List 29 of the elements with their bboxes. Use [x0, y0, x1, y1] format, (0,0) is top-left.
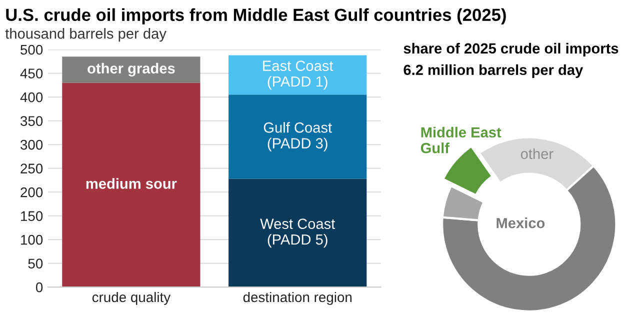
- chart-subtitle: 6.2 million barrels per day: [404, 64, 584, 78]
- slice-label: other: [520, 148, 554, 160]
- bar: [228, 94, 367, 179]
- bar: [228, 55, 367, 95]
- y-tick-label: 200: [20, 187, 43, 198]
- y-tick-label: 300: [20, 140, 43, 150]
- y-tick-label: 500: [20, 44, 43, 55]
- y-tick-label: 450: [20, 68, 43, 78]
- slice-label: Middle East Gulf: [420, 126, 502, 154]
- y-tick-label: 50: [28, 258, 43, 269]
- chart-subtitle: thousand barrels per day: [5, 28, 166, 42]
- chart-title: U.S. crude oil imports from Middle East Gulf countries (2025): [6, 8, 506, 24]
- data-label: medium sour: [86, 178, 177, 189]
- chart-title: share of 2025 crude oil imports: [404, 42, 618, 56]
- bar: [228, 178, 367, 288]
- data-label: Gulf Coast (PADD 3): [264, 122, 332, 152]
- y-tick-label: 100: [21, 234, 43, 245]
- slice-label: Mexico: [496, 218, 545, 228]
- data-label: East Coast (PADD 1): [263, 60, 334, 90]
- y-tick-label: 0: [36, 282, 43, 292]
- y-tick-label: 150: [21, 211, 43, 221]
- x-tick-label: destination region: [243, 292, 352, 305]
- data-label: other grades: [88, 62, 175, 77]
- x-tick-label: crude quality: [92, 292, 171, 305]
- y-tick-label: 250: [20, 164, 43, 174]
- y-tick-label: 400: [20, 92, 43, 102]
- data-label: West Coast (PADD 5): [260, 218, 336, 248]
- bar: [62, 56, 200, 83]
- y-tick-label: 350: [20, 116, 43, 126]
